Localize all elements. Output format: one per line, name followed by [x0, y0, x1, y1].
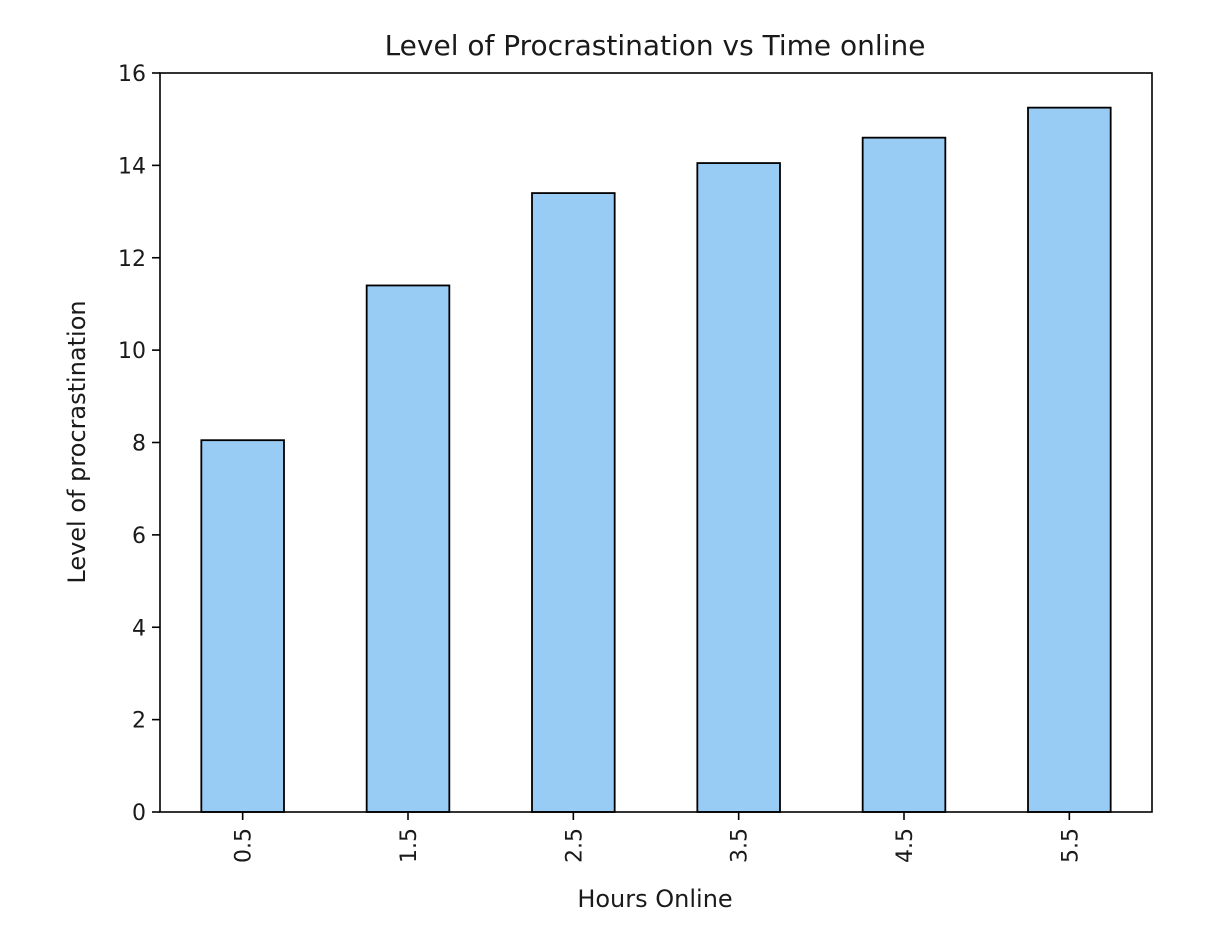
x-tick-label: 5.5 [1058, 828, 1083, 863]
y-tick-label: 6 [132, 524, 146, 549]
y-tick-label: 0 [132, 801, 146, 826]
y-tick-label: 4 [132, 616, 146, 641]
bar-2.5 [531, 192, 616, 813]
y-tick-label: 14 [118, 154, 146, 179]
x-tick-label: 2.5 [562, 828, 587, 863]
bar-1.5 [365, 284, 451, 813]
bar-3.5 [696, 162, 781, 813]
x-axis-label: Hours Online [577, 885, 732, 913]
x-tick-label: 1.5 [397, 828, 422, 863]
chart-title: Level of Procrastination vs Time online [385, 29, 926, 62]
x-tick-label: 0.5 [232, 828, 257, 863]
bar-4.5 [861, 136, 947, 813]
plot-frame [159, 72, 1153, 813]
bar-5.5 [1027, 106, 1112, 813]
y-tick-label: 16 [118, 62, 146, 87]
x-tick-label: 3.5 [728, 828, 753, 863]
y-tick-label: 12 [118, 247, 146, 272]
y-tick-label: 2 [132, 709, 146, 734]
y-tick-label: 10 [118, 339, 146, 364]
bar-0.5 [200, 439, 285, 813]
x-tick-label: 4.5 [893, 828, 918, 863]
y-tick-label: 8 [132, 432, 146, 457]
y-axis-label: Level of procrastination [63, 300, 91, 583]
